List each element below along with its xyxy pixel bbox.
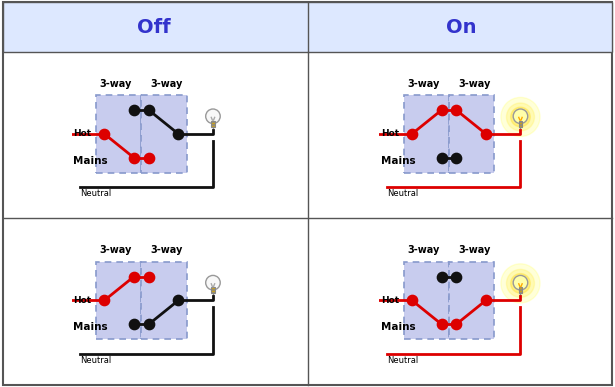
Point: [100, 131, 109, 137]
Text: Neutral: Neutral: [80, 190, 111, 199]
FancyBboxPatch shape: [141, 262, 186, 339]
Circle shape: [501, 264, 540, 303]
Bar: [518, 121, 522, 127]
Point: [437, 321, 446, 327]
Point: [451, 155, 461, 161]
Circle shape: [513, 276, 528, 290]
Point: [437, 155, 446, 161]
Text: Neutral: Neutral: [387, 356, 418, 365]
Point: [100, 297, 109, 303]
Bar: [518, 287, 522, 293]
Text: 3-way: 3-way: [407, 245, 440, 255]
Text: 3-way: 3-way: [151, 79, 183, 89]
Point: [451, 107, 461, 113]
FancyBboxPatch shape: [96, 262, 141, 339]
Circle shape: [205, 276, 220, 290]
Circle shape: [510, 274, 530, 293]
Point: [437, 273, 446, 279]
FancyBboxPatch shape: [141, 95, 186, 173]
Text: Mains: Mains: [73, 156, 108, 166]
Text: Mains: Mains: [73, 322, 108, 332]
Text: Neutral: Neutral: [387, 190, 418, 199]
Point: [144, 321, 154, 327]
Point: [407, 297, 417, 303]
Point: [407, 131, 417, 137]
Point: [144, 273, 154, 279]
Point: [129, 155, 139, 161]
Text: 3-way: 3-way: [100, 245, 132, 255]
Point: [129, 321, 139, 327]
Text: Hot: Hot: [381, 296, 399, 305]
FancyBboxPatch shape: [449, 262, 494, 339]
Text: 3-way: 3-way: [151, 245, 183, 255]
FancyBboxPatch shape: [403, 95, 449, 173]
Text: Mains: Mains: [381, 156, 415, 166]
Text: Neutral: Neutral: [80, 356, 111, 365]
Point: [173, 297, 183, 303]
Point: [451, 321, 461, 327]
Point: [481, 131, 491, 137]
Text: Mains: Mains: [381, 322, 415, 332]
Bar: [211, 287, 215, 293]
Text: Hot: Hot: [73, 296, 91, 305]
Circle shape: [513, 109, 528, 123]
Text: 3-way: 3-way: [458, 79, 491, 89]
Circle shape: [501, 98, 540, 137]
Point: [481, 297, 491, 303]
Point: [144, 155, 154, 161]
Circle shape: [510, 107, 530, 127]
Circle shape: [507, 269, 534, 297]
Text: On: On: [446, 17, 477, 37]
Text: 3-way: 3-way: [100, 79, 132, 89]
Point: [437, 107, 446, 113]
FancyBboxPatch shape: [403, 262, 449, 339]
FancyBboxPatch shape: [449, 95, 494, 173]
Point: [129, 107, 139, 113]
Text: Off: Off: [137, 17, 170, 37]
Point: [451, 273, 461, 279]
Bar: [211, 121, 215, 127]
Point: [129, 273, 139, 279]
Point: [144, 107, 154, 113]
FancyBboxPatch shape: [96, 95, 141, 173]
Text: 3-way: 3-way: [407, 79, 440, 89]
Circle shape: [205, 109, 220, 123]
Circle shape: [507, 103, 534, 131]
Text: Hot: Hot: [381, 129, 399, 139]
Text: 3-way: 3-way: [458, 245, 491, 255]
Point: [173, 131, 183, 137]
Text: Hot: Hot: [73, 129, 91, 139]
